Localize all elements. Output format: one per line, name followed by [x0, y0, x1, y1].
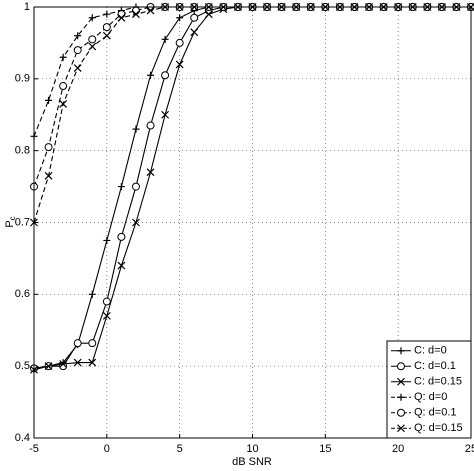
marker — [102, 311, 111, 320]
marker — [146, 168, 155, 177]
y-tick-label: 1 — [24, 1, 30, 13]
marker — [146, 6, 155, 15]
marker — [59, 360, 68, 368]
marker — [73, 64, 82, 72]
marker — [44, 171, 53, 180]
marker — [397, 347, 405, 355]
x-tick-label: 5 — [177, 443, 183, 455]
marker — [44, 143, 53, 152]
marker — [132, 10, 140, 19]
legend-label: C: d=0.1 — [414, 360, 456, 372]
marker — [88, 339, 97, 348]
marker — [132, 125, 140, 133]
x-tick-label: 15 — [319, 443, 331, 455]
marker — [146, 121, 155, 130]
legend-label: C: d=0 — [414, 345, 447, 357]
marker — [73, 46, 82, 55]
marker — [102, 23, 111, 32]
marker — [103, 10, 111, 18]
marker — [175, 60, 184, 69]
y-axis-label: Pc — [4, 216, 17, 227]
marker — [59, 82, 68, 91]
marker — [161, 71, 170, 80]
x-tick-label: 10 — [246, 443, 258, 455]
marker — [117, 10, 126, 19]
marker — [88, 14, 96, 22]
legend-label: Q: d=0 — [414, 391, 447, 403]
marker — [117, 232, 126, 241]
marker — [88, 358, 97, 367]
marker — [102, 297, 111, 306]
marker — [190, 13, 199, 22]
marker — [88, 42, 97, 51]
legend: C: d=0 C: d=0.1 C: d=0.15 Q: d=0 Q: d=0.1 Q: … — [386, 340, 472, 439]
marker — [73, 339, 82, 348]
plot-frame — [33, 6, 472, 439]
marker — [397, 362, 405, 371]
marker — [397, 424, 405, 433]
marker — [103, 236, 111, 244]
marker — [175, 38, 184, 47]
marker — [397, 393, 405, 401]
y-tick-label: 0.7 — [15, 216, 30, 228]
marker — [44, 362, 53, 371]
marker — [190, 28, 199, 37]
marker — [45, 96, 53, 104]
marker — [147, 71, 155, 79]
marker — [161, 35, 169, 43]
marker — [117, 183, 125, 191]
y-tick-label: 0.5 — [15, 360, 30, 372]
y-tick-label: 0.9 — [15, 73, 30, 85]
legend-label: C: d=0.15 — [414, 376, 462, 388]
marker — [117, 13, 126, 22]
marker — [117, 261, 126, 270]
x-tick-label: 20 — [392, 443, 404, 455]
x-tick-label: -5 — [29, 443, 39, 455]
legend-label: Q: d=0.15 — [414, 422, 463, 434]
marker — [131, 182, 140, 191]
marker — [161, 110, 170, 119]
marker — [88, 35, 97, 44]
y-label-sub: c — [8, 216, 17, 220]
marker — [73, 358, 82, 367]
x-tick-label: 25 — [465, 443, 474, 455]
x-tick-label: 0 — [104, 443, 110, 455]
y-tick-label: 0.4 — [15, 432, 30, 444]
marker — [131, 6, 140, 15]
marker — [132, 218, 140, 227]
y-tick-label: 0.8 — [15, 145, 30, 157]
marker — [74, 32, 82, 40]
x-axis-label: dB SNR — [232, 456, 272, 468]
y-label-main: P — [4, 220, 16, 227]
legend-box — [386, 340, 472, 439]
marker — [397, 408, 405, 417]
legend-label: Q: d=0.1 — [414, 407, 457, 419]
marker — [204, 10, 213, 19]
marker — [88, 290, 96, 298]
marker — [397, 377, 405, 386]
marker — [102, 31, 111, 40]
marker — [176, 14, 184, 22]
marker — [59, 53, 67, 61]
y-tick-label: 0.6 — [15, 288, 30, 300]
marker — [59, 100, 68, 108]
